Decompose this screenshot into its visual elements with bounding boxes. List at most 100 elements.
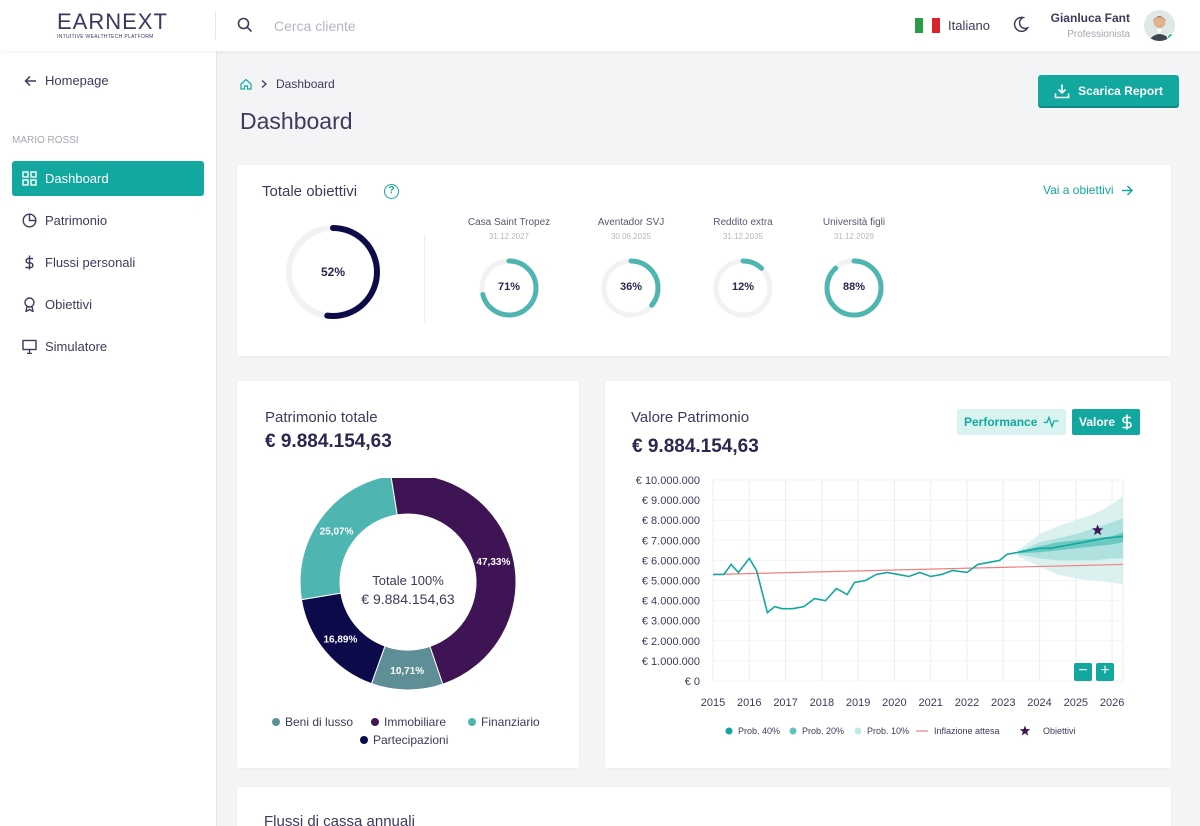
y-tick-label: € 4.000.000 [642, 596, 700, 608]
y-tick-label: € 1.000.000 [642, 656, 700, 668]
sidebar-item-dashboard[interactable]: Dashboard [12, 161, 204, 196]
valore-toggle[interactable]: Valore [1072, 409, 1141, 435]
online-status-dot [1167, 33, 1175, 41]
sidebar-item-label: Patrimonio [45, 213, 108, 228]
goal-progress-arc [479, 258, 539, 318]
sidebar-item-label: Obiettivi [45, 297, 92, 312]
x-tick-label: 2024 [1027, 697, 1051, 709]
logo[interactable]: EARNEXT INTUITIVE WEALTHTECH PLATFORM [57, 9, 168, 41]
x-tick-label: 2019 [846, 697, 870, 709]
goal-date: 31.12.2035 [722, 232, 764, 241]
legend-swatch [789, 727, 797, 735]
search-icon[interactable] [237, 17, 253, 33]
donut-slice-label: 16,89% [323, 634, 357, 645]
goal-item[interactable]: Università figli 31.12.2029 [804, 217, 904, 241]
valore-toggle-label: Valore [1079, 415, 1116, 429]
legend-item[interactable]: Finanziario [468, 715, 540, 729]
arrow-left-icon [24, 75, 36, 86]
objectives-divider [424, 235, 425, 323]
donut-slice[interactable] [299, 478, 398, 601]
valore-card: Valore Patrimonio € 9.884.154,63 Perform… [605, 381, 1171, 768]
breadcrumb-current: Dashboard [276, 77, 335, 91]
legend-item[interactable]: Immobiliare [371, 715, 446, 729]
goto-objectives-link[interactable]: Vai a obiettivi [1043, 183, 1134, 197]
patrimonio-amount: € 9.884.154,63 [265, 431, 392, 452]
sidebar-item-flussi-personali[interactable]: Flussi personali [12, 245, 204, 280]
legend-label: Inflazione attesa [934, 726, 1000, 736]
valore-amount: € 9.884.154,63 [632, 436, 759, 457]
sidebar-item-simulatore[interactable]: Simulatore [12, 329, 204, 364]
goal-ring: 71% [478, 257, 540, 319]
grid-icon [22, 171, 37, 186]
objectives-card: Totale obiettivi ? Vai a obiettivi 52% C… [237, 165, 1171, 356]
legend-swatch [272, 718, 280, 726]
italy-flag-icon[interactable] [915, 18, 940, 33]
y-tick-label: € 8.000.000 [642, 515, 700, 527]
back-label: Homepage [45, 73, 109, 88]
goal-ring: 12% [712, 257, 774, 319]
legend-label: Prob. 40% [738, 726, 780, 736]
valore-title: Valore Patrimonio [631, 409, 750, 426]
legend-swatch [854, 727, 862, 735]
total-percentage: 52% [320, 265, 346, 279]
y-tick-label: € 10.000.000 [636, 475, 700, 487]
legend-item[interactable]: Beni di lusso [272, 715, 353, 729]
total-progress-arc [286, 225, 380, 319]
chevron-right-icon [261, 80, 267, 88]
y-tick-label: € 5.000.000 [642, 576, 700, 588]
sidebar-item-patrimonio[interactable]: Patrimonio [12, 203, 204, 238]
zoom-in-button[interactable]: + [1096, 663, 1114, 681]
performance-label: Performance [964, 415, 1038, 429]
legend-swatch [371, 718, 379, 726]
goal-item[interactable]: Casa Saint Tropez 31.12.2027 [459, 217, 559, 241]
legend-label: Finanziario [481, 715, 540, 729]
logo-tagline: INTUITIVE WEALTHTECH PLATFORM [57, 34, 154, 40]
goal-date: 31.12.2027 [488, 232, 530, 241]
medal-icon [24, 297, 35, 312]
goal-name: Casa Saint Tropez [467, 217, 551, 228]
monitor-icon [22, 339, 37, 354]
moon-icon[interactable] [1013, 16, 1029, 33]
legend-item[interactable]: Partecipazioni [360, 733, 448, 747]
patrimonio-card: Patrimonio totale € 9.884.154,63 47,33% 1… [237, 381, 579, 768]
help-icon[interactable]: ? [384, 184, 399, 199]
arrow-right-icon [1122, 184, 1134, 196]
sidebar-nav: Dashboard Patrimonio Flussi personali Ob… [12, 161, 204, 371]
x-tick-label: 2017 [773, 697, 797, 709]
logo-name: EARNEXT [57, 9, 168, 34]
goal-percentage: 36% [619, 281, 643, 293]
back-to-homepage[interactable]: Homepage [24, 73, 109, 88]
zoom-out-button[interactable]: − [1074, 663, 1092, 681]
flussi-card: Flussi di cassa annuali [237, 787, 1171, 826]
legend-label: Partecipazioni [373, 733, 449, 747]
download-report-button[interactable]: Scarica Report [1038, 75, 1179, 106]
user-name[interactable]: Gianluca Fant [1050, 11, 1130, 25]
sidebar-item-obiettivi[interactable]: Obiettivi [12, 287, 204, 322]
objective-star[interactable] [1091, 524, 1104, 536]
x-tick-label: 2021 [918, 697, 942, 709]
goal-progress-arc [713, 258, 773, 318]
home-icon[interactable] [240, 78, 252, 90]
search-input[interactable] [274, 15, 514, 37]
goal-item[interactable]: Reddito extra 31.12.2035 [693, 217, 793, 241]
x-tick-label: 2023 [991, 697, 1015, 709]
dollar-icon [25, 255, 34, 270]
user-role: Professionista [1067, 29, 1130, 40]
avatar[interactable] [1144, 10, 1175, 41]
pulse-icon [1043, 416, 1059, 428]
legend-swatch [725, 727, 733, 735]
goal-name: Aventador SVJ [597, 217, 665, 228]
sidebar: Homepage MARIO ROSSI Dashboard Patrimoni… [0, 51, 217, 826]
donut-center-label: Totale 100% [372, 573, 444, 588]
goal-item[interactable]: Aventador SVJ 30.06.2025 [581, 217, 681, 241]
client-name: MARIO ROSSI [12, 135, 79, 146]
donut-slice-label: 10,71% [390, 666, 424, 677]
donut-slice[interactable] [390, 478, 517, 685]
goto-objectives-label: Vai a obiettivi [1043, 183, 1114, 197]
sidebar-item-label: Dashboard [45, 171, 109, 186]
language-selector[interactable]: Italiano [948, 18, 990, 33]
performance-toggle[interactable]: Performance [957, 409, 1067, 435]
goal-percentage: 88% [842, 281, 866, 293]
prob-40-line [713, 535, 1124, 615]
valore-line-chart: € 10.000.000 € 9.000.000 € 8.000.000 € 7.00… [636, 475, 1125, 736]
